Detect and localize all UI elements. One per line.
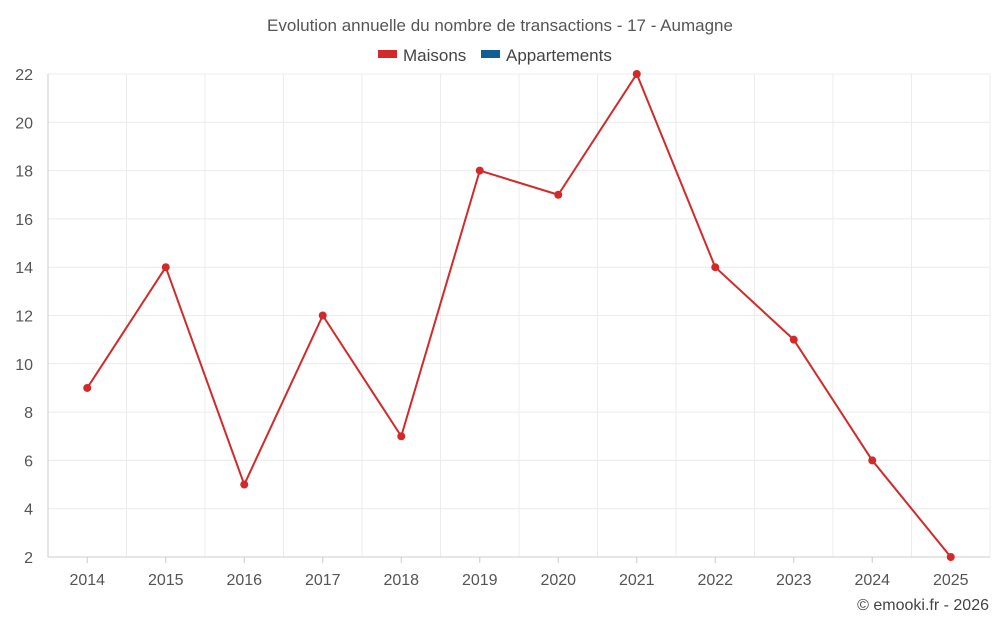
data-point[interactable] <box>83 383 92 392</box>
x-tick-label: 2023 <box>776 572 812 589</box>
x-tick-label: 2016 <box>226 572 262 589</box>
y-tick-label: 4 <box>24 502 33 519</box>
x-tick-label: 2020 <box>540 572 576 589</box>
legend: Maisons Appartements <box>378 46 612 65</box>
data-point[interactable] <box>868 456 877 465</box>
credit-text: © emooki.fr - 2026 <box>857 597 989 614</box>
x-tick-label: 2017 <box>305 572 341 589</box>
legend-label-appartements[interactable]: Appartements <box>506 46 612 65</box>
chart-title: Evolution annuelle du nombre de transact… <box>267 16 733 35</box>
x-tick-label: 2015 <box>148 572 184 589</box>
x-tick-label: 2019 <box>462 572 498 589</box>
y-tick-label: 6 <box>24 453 33 470</box>
legend-label-maisons[interactable]: Maisons <box>403 46 466 65</box>
y-tick-label: 22 <box>15 67 33 84</box>
data-point[interactable] <box>711 263 720 272</box>
data-point[interactable] <box>789 335 798 344</box>
data-point[interactable] <box>318 311 327 320</box>
x-axis: 2014 2015 2016 2017 2018 2019 2020 2021 2022 2023… <box>48 556 990 589</box>
y-tick-label: 10 <box>15 357 33 374</box>
x-tick-label: 2022 <box>697 572 733 589</box>
gridlines <box>47 73 991 558</box>
y-tick-label: 14 <box>15 260 33 277</box>
legend-swatch-appartements <box>481 50 500 58</box>
plot-area <box>83 70 955 561</box>
series-line-maisons <box>86 73 952 558</box>
x-tick-label: 2024 <box>854 572 890 589</box>
data-point[interactable] <box>240 480 249 489</box>
x-tick-label: 2018 <box>383 572 419 589</box>
data-point[interactable] <box>475 166 484 175</box>
data-point[interactable] <box>946 553 955 561</box>
y-tick-label: 20 <box>15 115 33 132</box>
data-point[interactable] <box>397 432 406 441</box>
data-point[interactable] <box>632 70 641 78</box>
x-tick-label: 2025 <box>933 572 969 589</box>
legend-swatch-maisons <box>378 50 397 58</box>
x-tick-label: 2021 <box>619 572 655 589</box>
y-tick-label: 16 <box>15 212 33 229</box>
y-tick-label: 2 <box>24 550 33 567</box>
y-tick-label: 18 <box>15 164 33 181</box>
y-axis: 2 4 6 8 10 12 14 16 18 20 22 <box>15 67 49 567</box>
x-tick-label: 2014 <box>69 572 105 589</box>
y-tick-label: 8 <box>24 405 33 422</box>
data-point[interactable] <box>161 263 170 272</box>
y-tick-label: 12 <box>15 309 33 326</box>
data-point[interactable] <box>554 190 563 199</box>
